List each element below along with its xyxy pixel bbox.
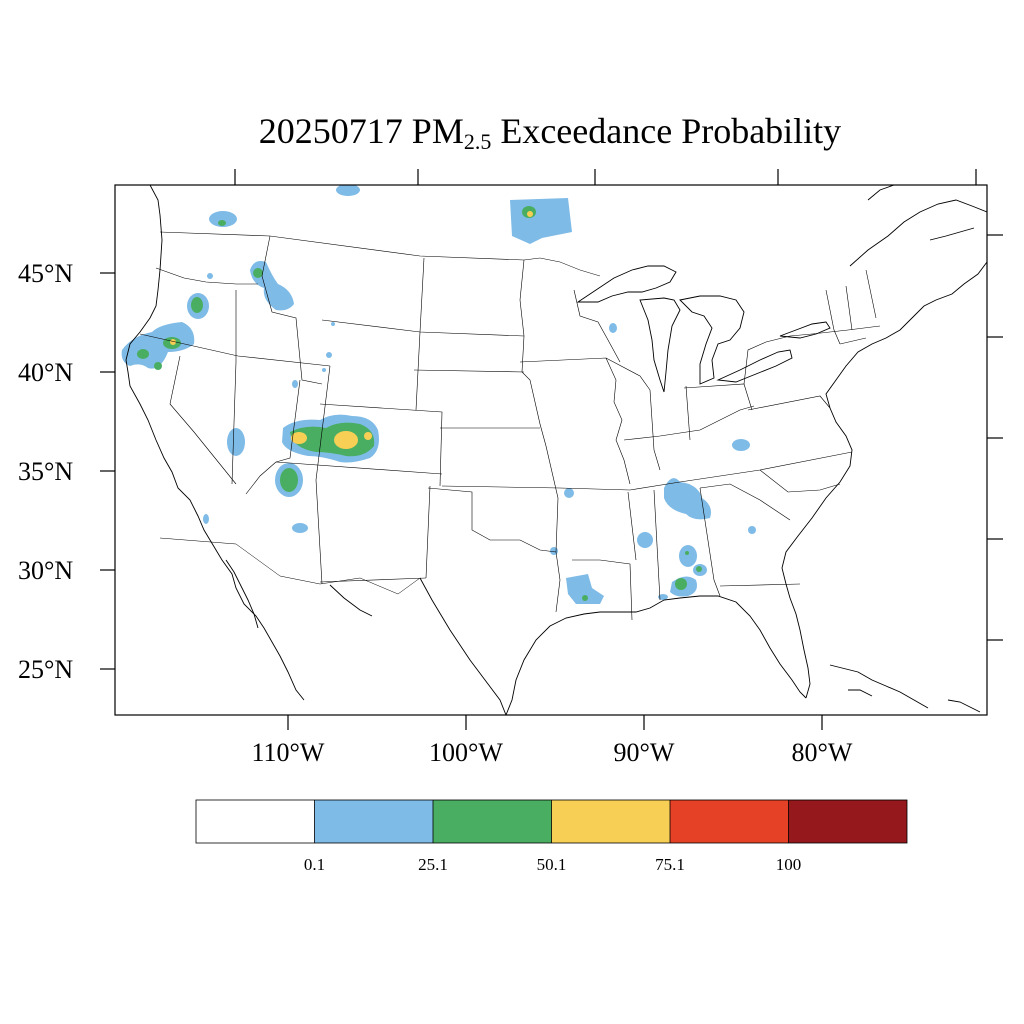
map-panel	[114, 184, 988, 716]
blob-washington	[209, 211, 237, 227]
lon-label: 80°W	[792, 738, 853, 767]
great-lakes	[576, 265, 831, 393]
latitude-labels: 45°N 40°N 35°N 30°N 25°N	[18, 259, 73, 684]
blob-nw-green-1	[137, 349, 149, 359]
colorbar-swatch	[196, 800, 315, 843]
colorbar-swatch	[551, 800, 670, 843]
blob-gulf-coast-green	[675, 578, 687, 590]
blob-gulf-coast-2	[658, 594, 668, 600]
blob-colorado-yellow-2	[364, 432, 372, 440]
coastline	[125, 185, 987, 715]
blob-wisconsin	[609, 323, 617, 333]
blob-idaho-green	[253, 268, 263, 278]
blob-oregon-green	[191, 297, 203, 313]
blob-nw-california	[121, 322, 195, 369]
colorbar-label: 0.1	[304, 855, 325, 874]
probability-blobs	[121, 185, 756, 604]
colorbar: 0.1 25.1 50.1 75.1 100	[195, 799, 908, 874]
lat-label: 40°N	[18, 358, 73, 387]
blob-arizona-green	[280, 468, 298, 492]
international-borders	[159, 257, 601, 595]
longitude-labels: 110°W 100°W 90°W 80°W	[252, 738, 853, 767]
blob-arkansas	[564, 488, 574, 498]
colorbar-swatch	[314, 800, 433, 843]
blob-tennessee	[664, 478, 711, 520]
blob-arizona-south	[292, 523, 308, 533]
blob-alabama	[679, 545, 697, 567]
blob-california-south	[203, 514, 209, 524]
colorbar-label: 75.1	[655, 855, 685, 874]
blob-texas-east	[550, 547, 558, 555]
blob-georgia-small-green	[696, 566, 702, 572]
title-subscript: 2.5	[463, 129, 492, 154]
lat-label: 30°N	[18, 556, 73, 585]
map-frame	[114, 184, 988, 716]
blob-mississippi	[637, 532, 653, 548]
blob-nw-green-3	[154, 362, 162, 370]
colorbar-label: 50.1	[537, 855, 567, 874]
title-suffix: Exceedance Probability	[491, 111, 842, 151]
blob-kentucky	[732, 439, 750, 451]
blob-utah-colorado-green	[290, 422, 375, 457]
blob-spot-2	[292, 380, 298, 388]
blob-south-carolina	[748, 526, 756, 534]
blob-louisiana-green	[582, 595, 588, 601]
blob-spot-3	[326, 352, 332, 358]
blob-spot-4	[322, 368, 326, 372]
blob-nevada	[227, 428, 245, 456]
lon-label: 100°W	[429, 738, 503, 767]
lat-label: 35°N	[18, 457, 73, 486]
blob-minnesota-yellow	[527, 211, 533, 217]
top-ticks	[234, 169, 977, 185]
blob-spot-5	[331, 322, 335, 326]
lon-label: 110°W	[252, 738, 325, 767]
blob-alabama-green	[685, 551, 689, 555]
colorbar-swatch	[670, 800, 789, 843]
blob-minnesota	[510, 198, 572, 244]
colorbar-swatch	[433, 800, 552, 843]
colorbar-swatch	[788, 800, 907, 843]
blob-louisiana	[566, 574, 604, 604]
blob-spot-1	[207, 273, 213, 279]
colorbar-label: 25.1	[418, 855, 448, 874]
right-ticks	[987, 234, 1003, 641]
colorbar-label: 100	[776, 855, 802, 874]
left-ticks	[100, 272, 115, 670]
bottom-ticks	[287, 715, 823, 730]
blob-utah-yellow	[291, 432, 307, 444]
blob-washington-green	[218, 220, 226, 226]
blob-colorado-yellow	[334, 431, 358, 449]
state-borders	[139, 231, 881, 621]
title-prefix: 20250717 PM	[258, 111, 464, 151]
lat-label: 45°N	[18, 259, 73, 288]
blob-montana-top	[336, 185, 360, 196]
lon-label: 90°W	[614, 738, 675, 767]
map-title: 20250717 PM2.5 Exceedance Probability	[0, 110, 1024, 155]
lat-label: 25°N	[18, 655, 73, 684]
blob-nw-yellow	[170, 339, 176, 345]
